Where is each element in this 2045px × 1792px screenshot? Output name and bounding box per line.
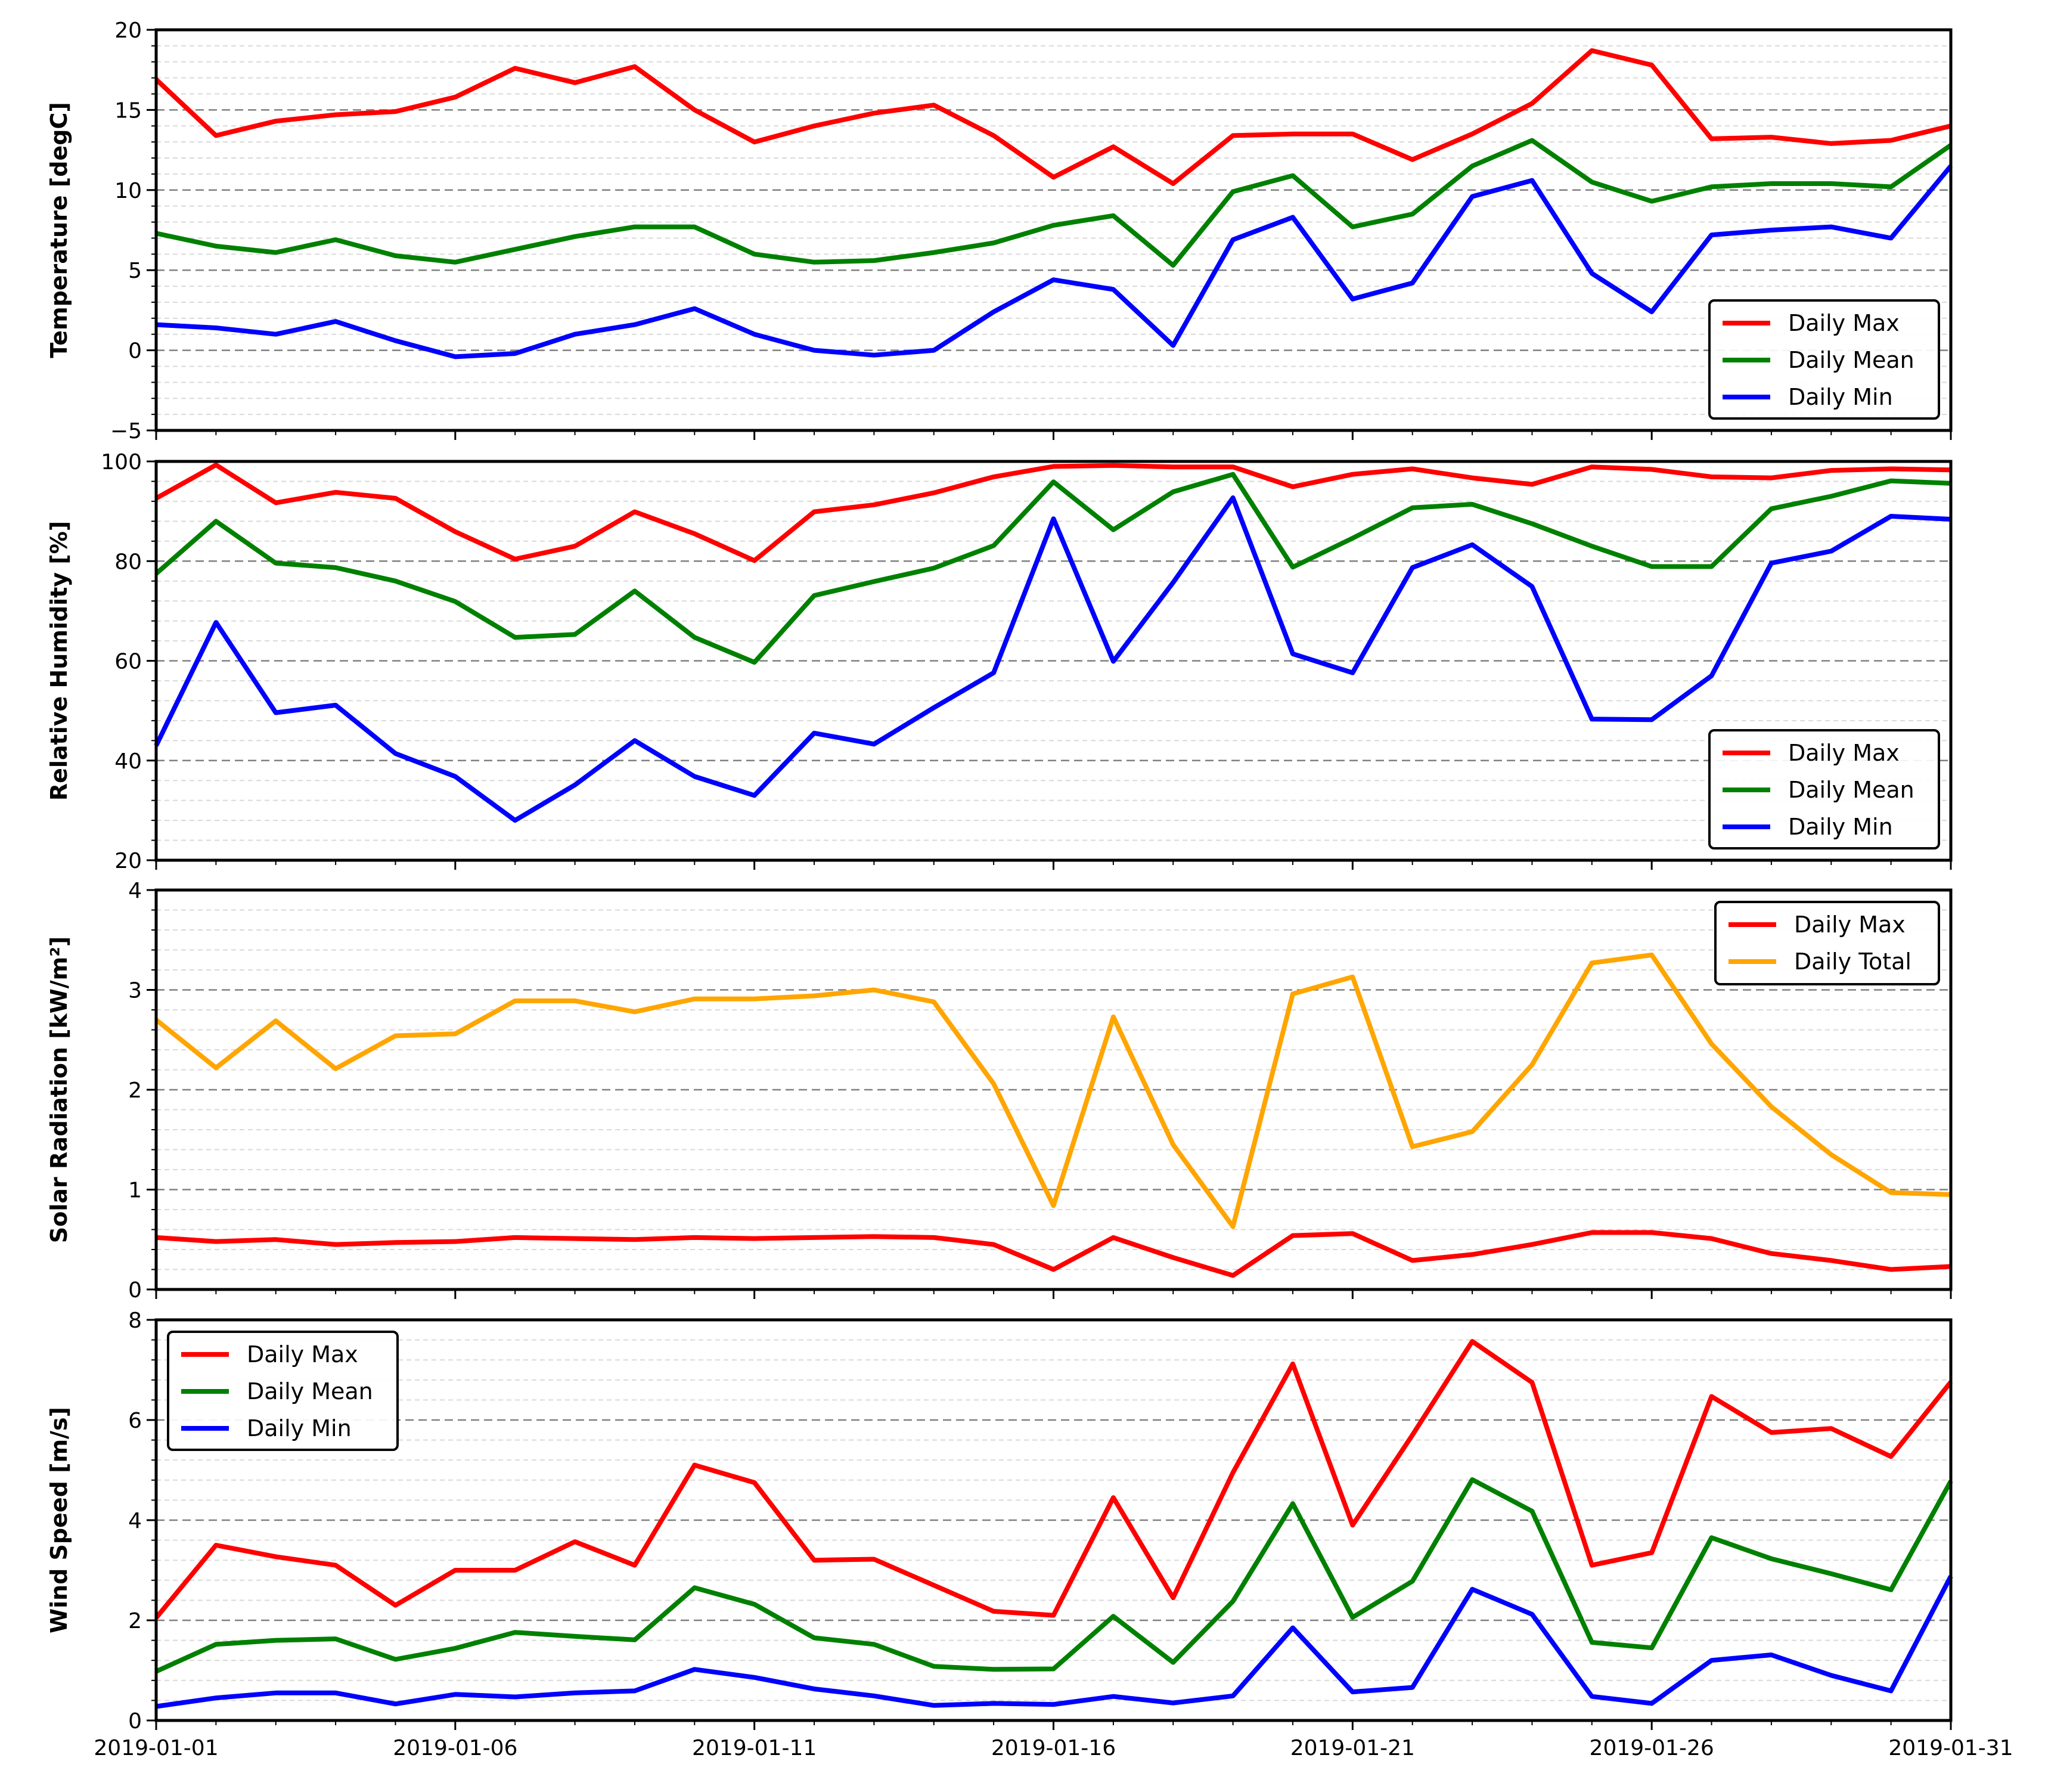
series-line	[155, 1477, 1953, 1674]
legend-label: Daily Max	[1788, 310, 1900, 336]
x-tick-label: 2019-01-21	[1290, 1736, 1415, 1760]
series-line	[156, 1230, 1951, 1278]
legend-box	[167, 1331, 399, 1451]
y-tick-label: 2	[128, 1078, 142, 1103]
plot-frame	[154, 460, 1953, 862]
legend-label: Daily Min	[247, 1415, 352, 1441]
x-tick-label: 2019-01-06	[393, 1736, 517, 1760]
series-line	[154, 472, 1951, 665]
x-tick-label: 2019-01-31	[1888, 1736, 2013, 1760]
y-tick-label: 0	[128, 1709, 142, 1734]
y-tick-label: 3	[128, 979, 142, 1003]
series-line	[154, 48, 1951, 186]
legend-label: Daily Total	[1794, 948, 1911, 975]
legend-box	[1708, 299, 1940, 420]
legend-box	[1708, 729, 1940, 850]
series-line	[156, 1575, 1953, 1709]
legend-label: Daily Mean	[1788, 777, 1914, 803]
y-tick-label: −5	[110, 419, 142, 444]
series-line	[154, 1339, 1953, 1620]
x-tick-label: 2019-01-16	[991, 1736, 1116, 1760]
y-tick-label: 6	[128, 1409, 142, 1433]
series-line	[156, 164, 1953, 359]
y-tick-label: 20	[114, 849, 142, 873]
legend: Daily Max Daily Mean Daily Min	[167, 1331, 399, 1451]
plot-frame	[154, 1318, 1953, 1722]
y-tick-label: 0	[128, 1278, 142, 1303]
legend-label: Daily Mean	[247, 1378, 373, 1405]
legend-label: Daily Min	[1788, 814, 1893, 840]
y-tick-label: 15	[114, 98, 142, 123]
legend-label: Daily Max	[1794, 911, 1906, 938]
x-tick-label: 2019-01-11	[692, 1736, 817, 1760]
y-tick-label: 2	[128, 1609, 142, 1633]
y-tick-label: 100	[101, 450, 142, 475]
legend-label: Daily Max	[1788, 740, 1900, 766]
legend: Daily Max Daily Total	[1714, 901, 1940, 985]
legend-label: Daily Max	[247, 1341, 358, 1368]
y-tick-label: 0	[128, 339, 142, 364]
series-line	[155, 462, 1951, 563]
y-axis-label: Temperature [degC]	[46, 102, 72, 358]
y-axis-label: Wind Speed [m/s]	[46, 1407, 72, 1633]
y-tick-label: 80	[114, 550, 142, 574]
series-line	[154, 495, 1951, 823]
x-tick-label: 2019-01-01	[94, 1736, 218, 1760]
y-tick-label: 10	[114, 179, 142, 203]
legend-label: Daily Min	[1788, 384, 1893, 410]
plot-frame	[154, 28, 1953, 432]
y-tick-label: 4	[128, 879, 142, 903]
x-tick-label: 2019-01-26	[1590, 1736, 1714, 1760]
series-line	[154, 952, 1951, 1229]
y-axis-label: Relative Humidity [%]	[46, 521, 72, 801]
legend: Daily Max Daily Mean Daily Min	[1708, 299, 1940, 420]
series-line	[156, 138, 1953, 268]
legend: Daily Max Daily Mean Daily Min	[1708, 729, 1940, 850]
panel-4: 0 2 4 6 8 2019-01-01 2019-01-06 2019-01-11 2019-…	[46, 1309, 2013, 1760]
y-tick-label: 40	[114, 749, 142, 774]
y-axis-label: Solar Radiation [kW/m²]	[46, 937, 72, 1244]
panel-2: 20 40 60 80 100 Relative Humidity [%] Daily Ma…	[46, 450, 1953, 873]
y-tick-label: 4	[128, 1509, 142, 1533]
y-tick-label: 60	[114, 650, 142, 674]
y-tick-label: 20	[114, 18, 142, 43]
y-tick-label: 8	[128, 1309, 142, 1333]
y-tick-label: 1	[128, 1179, 142, 1203]
plot-frame	[154, 888, 1953, 1291]
legend-label: Daily Mean	[1788, 347, 1914, 373]
y-tick-label: 5	[128, 259, 142, 283]
